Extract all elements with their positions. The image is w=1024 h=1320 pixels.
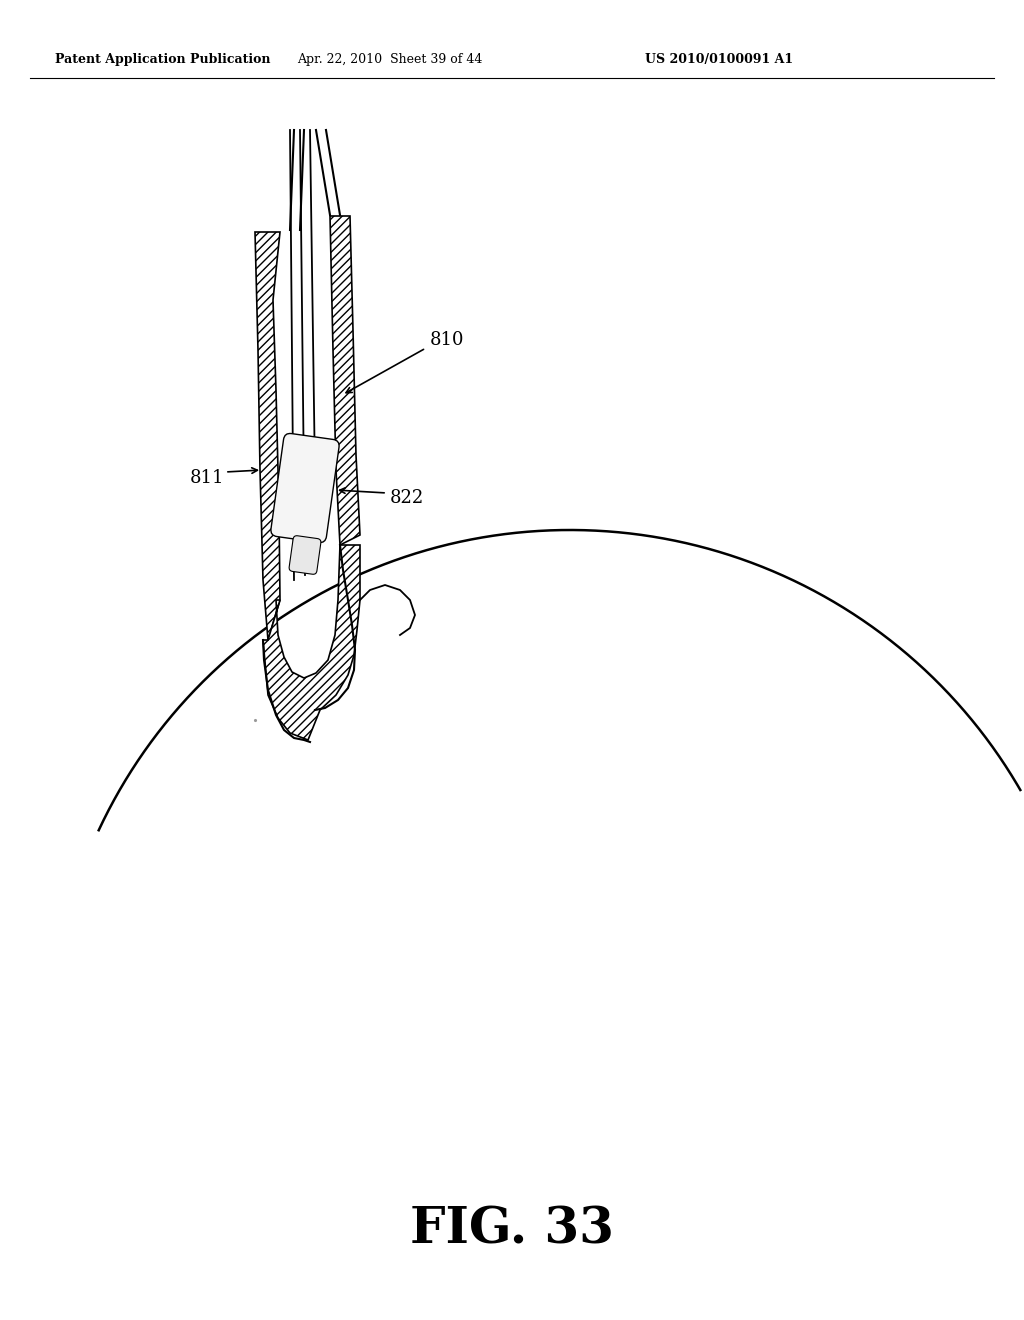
Text: US 2010/0100091 A1: US 2010/0100091 A1: [645, 54, 794, 66]
Text: 811: 811: [190, 469, 224, 487]
Polygon shape: [263, 545, 360, 741]
FancyBboxPatch shape: [289, 536, 321, 574]
Text: FIG. 33: FIG. 33: [410, 1205, 614, 1254]
FancyBboxPatch shape: [271, 433, 339, 543]
Text: 822: 822: [390, 488, 424, 507]
Text: 810: 810: [430, 331, 465, 348]
Text: Apr. 22, 2010  Sheet 39 of 44: Apr. 22, 2010 Sheet 39 of 44: [297, 54, 482, 66]
Polygon shape: [255, 232, 280, 640]
Text: Patent Application Publication: Patent Application Publication: [55, 54, 270, 66]
Polygon shape: [330, 216, 360, 545]
